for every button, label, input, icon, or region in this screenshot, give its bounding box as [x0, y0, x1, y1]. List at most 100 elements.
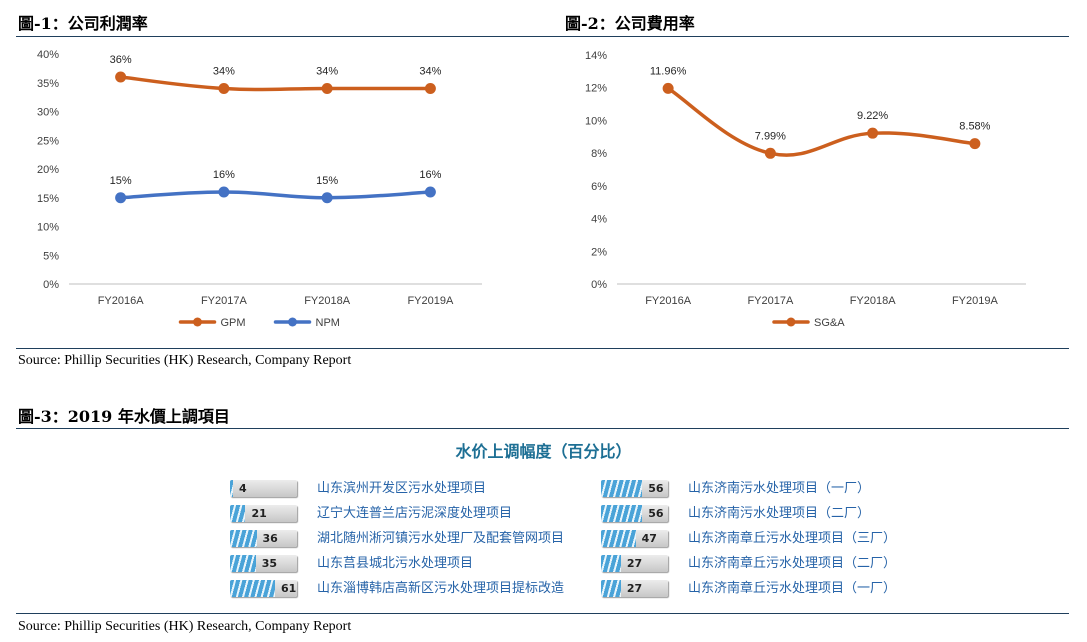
bar-row: 21 辽宁大连普兰店污泥深度处理项目 — [230, 504, 630, 524]
fig2-y-tick-label: 12% — [585, 83, 607, 95]
fig1-data-point — [115, 192, 127, 204]
fig1-y-tick-label: 30% — [37, 107, 59, 119]
bar-fill — [601, 480, 643, 497]
bar-track: 56 — [601, 505, 668, 522]
fig1-legend-marker — [193, 317, 202, 327]
fig2-data-label: 8.58% — [959, 121, 990, 133]
bar-fill — [601, 580, 621, 597]
bar-fill — [230, 530, 257, 547]
fig1-data-label: 16% — [419, 169, 441, 181]
bar-value-label: 36 — [262, 532, 278, 545]
fig1-y-tick-label: 35% — [37, 78, 59, 90]
fig2-y-tick-label: 0% — [591, 279, 607, 291]
fig1-series-line-npm — [120, 190, 431, 200]
fig2-legend-label: SG&A — [814, 317, 845, 329]
bar-fill — [230, 555, 256, 572]
bar-track: 56 — [601, 480, 668, 497]
figure1-title: 圖-1：公司利潤率 — [18, 14, 148, 33]
bar-category-label: 山东济南污水处理项目（一厂） — [688, 481, 871, 496]
fig1-data-label: 15% — [316, 175, 338, 187]
bar-track: 36 — [230, 530, 297, 547]
fig1-x-tick-label: FY2019A — [407, 295, 454, 307]
fig2-x-tick-label: FY2017A — [747, 295, 794, 307]
bar-category-label: 山东淄博韩店高新区污水处理项目提标改造 — [317, 581, 565, 596]
fig1-y-tick-label: 0% — [43, 279, 59, 291]
bar-track: 27 — [601, 580, 668, 597]
source1-text: Source: Phillip Securities (HK) Research… — [18, 353, 352, 368]
fig2-y-tick-label: 4% — [591, 214, 607, 226]
fig2-series-line-sga — [667, 86, 976, 157]
fig1-x-tick-label: FY2016A — [98, 295, 145, 307]
bar-row: 27 山东济南章丘污水处理项目（一厂） — [601, 579, 1001, 599]
fig2-x-tick-label: FY2016A — [645, 295, 692, 307]
source2-text: Source: Phillip Securities (HK) Research… — [18, 619, 352, 634]
fig2-data-point — [969, 138, 981, 150]
bar-row: 36 湖北随州淅河镇污水处理厂及配套管网项目 — [230, 529, 630, 549]
fig2-y-tick-label: 2% — [591, 246, 607, 258]
figure2-title-rule — [564, 36, 1069, 37]
fig2-x-tick-label: FY2019A — [952, 295, 999, 307]
figure3-title: 圖-3：2019 年水價上調項目 — [18, 407, 230, 426]
bar-fill — [601, 505, 643, 522]
fig2-y-tick-label: 14% — [585, 50, 607, 62]
bar-value-label: 35 — [261, 557, 278, 570]
fig1-y-tick-label: 40% — [37, 49, 59, 61]
bar-category-label: 山东济南章丘污水处理项目（一厂） — [688, 581, 897, 596]
bar-value-label: 47 — [641, 532, 657, 545]
bar-row: 56 山东济南污水处理项目（二厂） — [601, 504, 1001, 524]
bar-value-label: 4 — [239, 482, 247, 495]
profit-margin-chart: 0% 5% 10% 15% 20% 25% 30% 35% 40% FY2016A FY2017A F… — [37, 49, 482, 329]
fig1-data-point — [218, 186, 230, 198]
bar-track: 35 — [230, 555, 297, 572]
fig1-y-tick-label: 25% — [37, 135, 59, 147]
fig1-data-label: 16% — [213, 169, 235, 181]
fig2-data-label: 7.99% — [755, 130, 786, 142]
figure1-title-rule — [16, 36, 564, 37]
figure2-title: 圖-2：公司費用率 — [565, 14, 695, 33]
fig1-legend-marker — [288, 317, 297, 327]
fig1-legend-label: GPM — [221, 317, 246, 329]
fig2-x-tick-label: FY2018A — [850, 295, 897, 307]
fig1-y-tick-label: 15% — [37, 193, 59, 205]
fig1-legend-label: NPM — [316, 317, 340, 329]
fig1-x-tick-label: FY2018A — [304, 295, 351, 307]
bar-track: 47 — [601, 530, 668, 547]
figure3-title-rule — [16, 428, 1069, 429]
bar-row: 4 山东滨州开发区污水处理项目 — [230, 479, 630, 499]
fig1-data-point — [424, 83, 436, 94]
bar-value-label: 61 — [280, 582, 297, 595]
bar-track: 27 — [601, 555, 668, 572]
bar-track: 21 — [230, 505, 297, 522]
bar-value-label: 21 — [251, 507, 267, 520]
bar-fill — [601, 555, 621, 572]
fig2-y-tick-label: 6% — [591, 181, 607, 193]
source1-rule — [16, 348, 1069, 349]
fig2-data-label: 11.96% — [650, 65, 687, 77]
fig1-data-point — [424, 186, 436, 198]
bar-fill — [601, 530, 636, 547]
bar-category-label: 辽宁大连普兰店污泥深度处理项目 — [317, 506, 513, 521]
bar-row: 61 山东淄博韩店高新区污水处理项目提标改造 — [230, 579, 630, 599]
bar-value-label: 27 — [626, 557, 643, 570]
fig2-data-point — [867, 127, 879, 139]
bar-category-label: 湖北随州淅河镇污水处理厂及配套管网项目 — [317, 531, 565, 546]
fig2-data-label: 9.22% — [857, 110, 888, 122]
fig1-y-tick-label: 20% — [37, 164, 59, 176]
bar-category-label: 山东莒县城北污水处理项目 — [317, 556, 474, 571]
bar-row: 56 山东济南污水处理项目（一厂） — [601, 479, 1001, 499]
bar-value-label: 56 — [648, 507, 664, 520]
bar-category-label: 山东济南章丘污水处理项目（二厂） — [688, 556, 897, 571]
bar-fill — [230, 580, 275, 597]
fig1-data-point — [218, 83, 230, 94]
bar-fill — [230, 505, 246, 522]
fig1-data-point — [321, 192, 333, 204]
fig1-data-label: 36% — [110, 54, 132, 66]
bar-row: 47 山东济南章丘污水处理项目（三厂） — [601, 529, 1001, 549]
fig1-data-point — [115, 71, 127, 83]
source2-rule — [16, 613, 1069, 614]
fig2-y-tick-label: 10% — [585, 115, 607, 127]
fig2-data-point — [662, 82, 674, 94]
fig1-data-point — [321, 83, 333, 94]
fig2-legend-marker — [786, 317, 796, 327]
fig2-data-point — [764, 147, 776, 159]
